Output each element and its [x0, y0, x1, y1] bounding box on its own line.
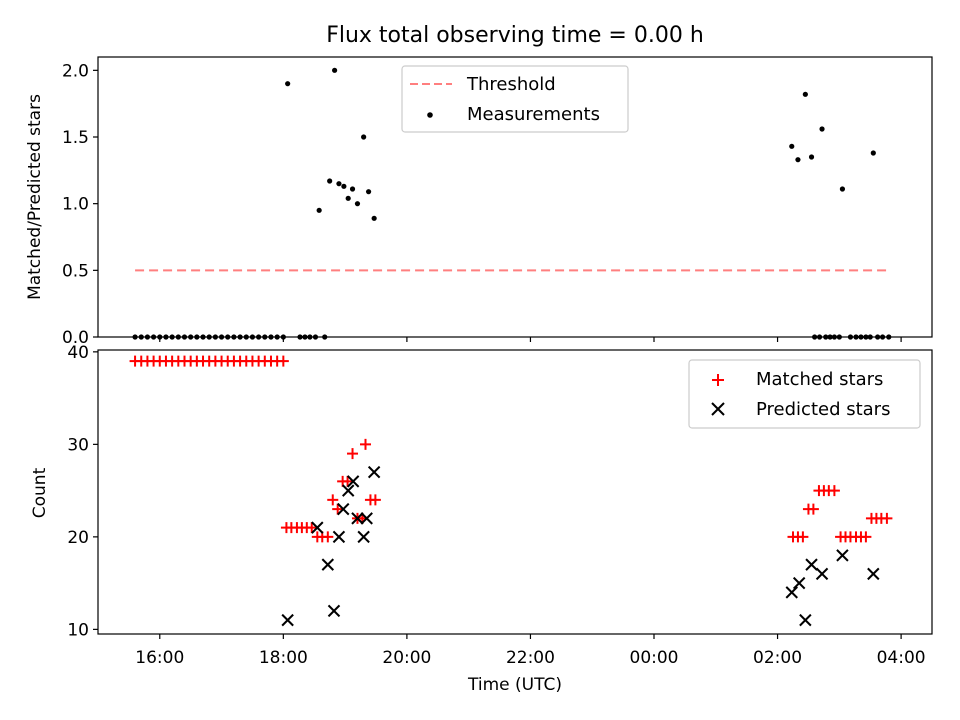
top-y-tick-label: 1.5 — [62, 128, 89, 148]
x-axis-label: Time (UTC) — [467, 675, 562, 695]
top-legend: Threshold Measurements — [401, 65, 629, 133]
predicted-star-point — [341, 484, 355, 497]
x-tick-label: 18:00 — [259, 648, 308, 668]
measurement-point — [332, 67, 338, 73]
matched-star-point — [342, 475, 354, 487]
matched-star-point — [369, 494, 381, 506]
bottom-plot-area — [129, 355, 893, 627]
x-tick-label: 22:00 — [506, 648, 555, 668]
measurement-point — [365, 189, 372, 195]
bottom-legend-box — [688, 359, 921, 429]
threshold-legend-label: Threshold — [466, 74, 556, 95]
measurement-point — [808, 154, 815, 160]
matched-legend-marker — [712, 374, 724, 386]
top-y-tick-label: 1.0 — [62, 195, 89, 215]
x-tick-label: 16:00 — [135, 648, 184, 668]
predicted-star-point — [311, 521, 324, 534]
bottom-y-tick-label: 20 — [67, 528, 89, 548]
bottom-legend: Matched stars Predicted stars — [688, 359, 921, 429]
matched-star-point — [277, 355, 289, 367]
top-y-tick-label: 0.5 — [62, 261, 89, 281]
measurement-point — [345, 195, 351, 201]
measurements-legend-label: Measurements — [467, 104, 600, 125]
bottom-y-axis-label: Count — [30, 467, 50, 518]
measurement-point — [354, 201, 361, 207]
measurements-legend-marker — [427, 112, 433, 118]
predicted-star-point — [346, 475, 360, 488]
top-panel: 0.00.51.01.52.0 Matched/Predicted stars … — [25, 56, 933, 348]
predicted-star-point — [360, 512, 373, 525]
predicted-star-point — [321, 558, 335, 571]
matched-star-point — [327, 494, 339, 506]
predicted-star-point — [805, 558, 818, 571]
bottom-axes-frame — [97, 349, 933, 635]
matched-star-point — [359, 438, 371, 450]
predicted-legend-marker — [711, 402, 725, 416]
predicted-star-point — [332, 530, 346, 544]
predicted-star-point — [357, 530, 370, 544]
x-tick-label: 04:00 — [877, 648, 926, 668]
bottom-y-tick-label: 10 — [67, 620, 89, 640]
measurement-point — [361, 134, 367, 140]
matched-star-point — [332, 503, 344, 515]
x-tick-label: 00:00 — [630, 648, 679, 668]
x-tick-label: 02:00 — [753, 648, 802, 668]
matched-star-point — [347, 448, 359, 460]
measurement-point — [371, 215, 377, 221]
predicted-star-point — [281, 613, 294, 627]
top-y-tick-label: 0.0 — [62, 328, 89, 348]
top-ticks: 0.0 0.5 1.0 1.5 2.0 — [62, 61, 902, 348]
top-y-tick-label: 2.0 — [62, 61, 89, 81]
chart-title: Flux total observing time = 0.00 h — [326, 23, 704, 48]
top-legend-box — [401, 65, 629, 133]
measurement-point — [802, 91, 808, 97]
top-axes-frame — [97, 56, 933, 338]
predicted-legend-label: Predicted stars — [756, 399, 890, 420]
matched-star-point — [322, 531, 334, 543]
bottom-ticks: 10 20 30 40 16:00 18:00 20:00 22:00 00:00 02:00 04… — [67, 343, 925, 668]
measurement-point — [341, 183, 347, 189]
predicted-star-point — [337, 502, 350, 516]
bottom-y-tick-label: 30 — [67, 435, 89, 455]
matched-star-point — [881, 512, 893, 524]
measurement-point — [819, 126, 825, 132]
measurement-point — [316, 207, 322, 213]
predicted-star-point — [815, 567, 829, 581]
top-y-axis-label: Matched/Predicted stars — [25, 94, 45, 300]
predicted-star-point — [836, 549, 849, 562]
matched-star-point — [797, 531, 809, 543]
matched-legend-label: Matched stars — [756, 369, 883, 390]
measurement-point — [789, 143, 795, 149]
x-tick-label: 20:00 — [382, 648, 431, 668]
measurement-point — [349, 186, 356, 192]
measurement-point — [839, 186, 846, 192]
matched-star-point — [828, 485, 840, 497]
measurement-point — [795, 157, 801, 163]
matched-star-point — [807, 503, 819, 515]
measurement-point — [870, 150, 876, 156]
predicted-star-point — [327, 604, 341, 618]
predicted-star-point — [799, 613, 812, 627]
bottom-y-tick-label: 40 — [67, 343, 89, 363]
matched-star-point — [860, 531, 872, 543]
measurement-point — [285, 81, 291, 87]
predicted-star-point — [785, 586, 798, 599]
predicted-star-point — [867, 567, 880, 581]
measurement-point — [327, 178, 333, 184]
predicted-star-point — [351, 512, 364, 525]
bottom-panel: 10 20 30 40 16:00 18:00 20:00 22:00 00:00 02:00 04… — [30, 343, 933, 695]
predicted-star-point — [792, 576, 806, 590]
predicted-star-point — [367, 465, 381, 479]
matched-star-point — [306, 522, 318, 534]
measurement-point — [336, 181, 342, 187]
